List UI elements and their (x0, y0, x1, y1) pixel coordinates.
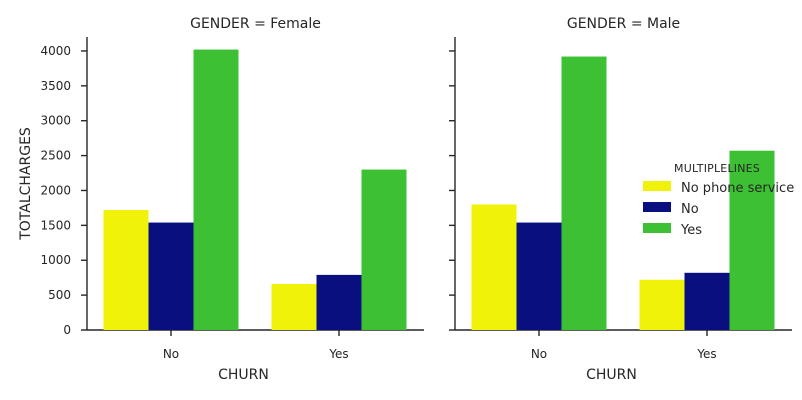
y-tick-label: 2500 (40, 149, 71, 163)
bar-no-phone-service-no (103, 210, 149, 330)
bar-no-phone-service-yes (639, 279, 685, 330)
legend-swatch (643, 223, 671, 233)
x-axis-label: CHURN (218, 367, 269, 383)
legend-swatch (643, 181, 671, 191)
y-tick-label: 3500 (40, 79, 71, 93)
legend-label: No phone service (681, 181, 794, 196)
y-tick-label: 3000 (40, 114, 71, 128)
bar-no-phone-service-no (471, 204, 517, 330)
x-tick-label: No (163, 347, 179, 361)
bar-no-yes (316, 274, 362, 330)
y-tick-label: 1500 (40, 218, 71, 232)
y-tick-label: 500 (48, 288, 71, 302)
bar-no-no (148, 222, 194, 330)
legend-swatch (643, 202, 671, 212)
legend-title: MULTIPLELINES (674, 162, 760, 175)
legend-label: Yes (680, 223, 702, 238)
y-tick-label: 4000 (40, 44, 71, 58)
x-tick-label: Yes (328, 347, 348, 361)
bar-no-phone-service-yes (271, 283, 317, 330)
x-tick-label: No (531, 347, 547, 361)
bar-yes-no (193, 49, 239, 331)
bar-no-yes (684, 272, 730, 330)
y-tick-label: 2000 (40, 183, 71, 197)
y-tick-label: 1000 (40, 253, 71, 267)
bar-no-no (516, 222, 562, 330)
facet-panel-2: GENDER = Male No Yes CHURN (449, 16, 792, 383)
x-axis-label: CHURN (586, 367, 637, 383)
facet-title: GENDER = Male (567, 16, 680, 32)
y-tick-label: 0 (63, 323, 71, 337)
bar-yes-yes (361, 169, 407, 330)
y-axis-label: TOTALCHARGES (18, 127, 34, 241)
bar-yes-no (561, 56, 607, 331)
x-tick-label: Yes (696, 347, 716, 361)
legend-label: No (681, 202, 699, 217)
facet-panel-1: GENDER = Female 0 500 1000 1500 2000 2500 3000 3… (18, 16, 424, 383)
legend: MULTIPLELINES No phone service No Yes (643, 162, 794, 238)
facet-title: GENDER = Female (190, 16, 321, 32)
bar-yes-yes (729, 150, 775, 330)
